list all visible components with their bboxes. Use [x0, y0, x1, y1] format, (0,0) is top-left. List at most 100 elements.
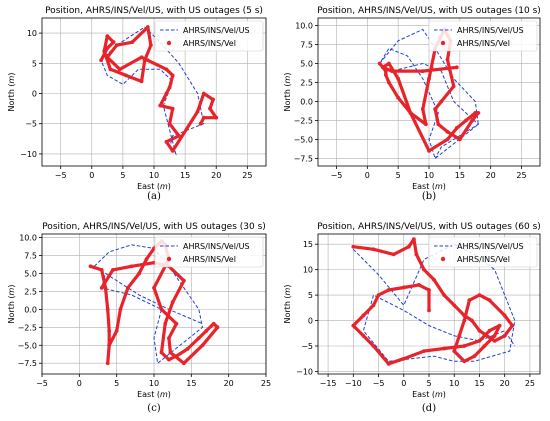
legend-label: AHRS/INS/Vel [183, 39, 236, 48]
series-point-vel [380, 65, 385, 70]
series-point-vel [130, 40, 135, 45]
chart-panel-2: −5 0 5 10 15 20 25 −7.5 −5.0 −2.5 0.0 2.5 5.0 7.5 10.0… [7, 222, 271, 414]
y-tick-label: 5 [32, 59, 37, 68]
series-group [351, 237, 516, 366]
panel-caption: (b) [422, 191, 436, 202]
series-point-vel [401, 285, 406, 290]
x-axis-unit: m [160, 182, 168, 191]
series-point-vel [502, 333, 507, 338]
panel-caption: (a) [147, 191, 161, 202]
legend: AHRS/INS/Vel/US AHRS/INS/Vel [428, 236, 538, 268]
x-tick-label: 20 [211, 171, 221, 180]
chart-title: Position, AHRS/INS/Vel/US, with US outag… [317, 6, 541, 16]
series-point-vel [439, 99, 444, 104]
series-point-vel [442, 293, 447, 297]
series-point-vel [148, 43, 153, 48]
chart-title: Position, AHRS/INS/Vel/US, with US outag… [42, 222, 266, 232]
series-point-vel [445, 57, 450, 62]
x-tick-label: 5 [396, 171, 401, 180]
x-axis-label: East (m) [137, 390, 171, 399]
series-point-vel [185, 346, 190, 351]
series-point-vel [124, 73, 128, 78]
x-tick-label: 5 [114, 379, 119, 388]
series-point-vel [454, 65, 459, 70]
y-tick-label: −5.0 [18, 341, 37, 350]
x-tick-label: 20 [224, 379, 234, 388]
series-point-vel [200, 343, 205, 348]
series-point-vel [390, 69, 394, 74]
series-track-vel [88, 239, 220, 365]
legend-box [154, 236, 264, 268]
x-axis-unit-close: ) [168, 182, 171, 191]
series-point-vel [99, 267, 104, 272]
legend-swatch-dot [166, 40, 172, 46]
legend-box [428, 236, 538, 268]
legend-label: AHRS/INS/Vel/US [457, 26, 524, 35]
series-point-vel [396, 95, 401, 100]
series-point-vel [424, 122, 428, 127]
series-point-vel [387, 80, 391, 85]
y-tick-label: −2.5 [294, 116, 313, 125]
y-tick-label: 0.0 [300, 97, 313, 106]
legend-label: AHRS/INS/Vel [183, 255, 236, 264]
series-point-vel [436, 122, 441, 127]
series-point-vel [462, 313, 467, 318]
x-tick-label: 10 [424, 171, 434, 180]
y-tick-label: 10 [303, 266, 313, 275]
series-point-vel [152, 285, 156, 290]
series-point-vel [174, 354, 179, 358]
y-axis-label-name: North [7, 89, 16, 111]
series-point-vel [473, 110, 478, 115]
series-point-vel [196, 336, 201, 341]
x-tick-label: 25 [516, 171, 526, 180]
series-point-vel [181, 361, 186, 366]
series-point-vel [445, 137, 450, 142]
y-axis-unit-open: ( [283, 295, 292, 301]
x-axis-label-name: East [137, 182, 154, 191]
series-point-vel [107, 343, 112, 348]
x-tick-label: 10 [149, 171, 159, 180]
x-tick-label: −10 [345, 379, 362, 388]
x-tick-label: −15 [320, 379, 337, 388]
series-point-vel [198, 121, 203, 126]
series-point-vel [351, 244, 356, 249]
x-tick-label: 20 [500, 379, 510, 388]
series-point-vel [139, 55, 144, 60]
series-point-vel [497, 323, 502, 328]
x-axis-label-name: East [412, 390, 429, 399]
x-axis-unit-open: ( [154, 390, 160, 399]
series-point-vel [351, 323, 356, 328]
y-axis-label-name: North [7, 301, 16, 323]
series-point-vel [451, 84, 456, 89]
x-axis-unit: m [160, 390, 168, 399]
x-tick-label: 10 [149, 379, 159, 388]
series-point-vel [464, 118, 468, 123]
y-axis-unit: m [7, 75, 16, 83]
series-point-vel [361, 313, 366, 318]
series-point-vel [195, 109, 200, 114]
series-point-vel [105, 34, 110, 39]
legend: AHRS/INS/Vel/US AHRS/INS/Vel [154, 20, 264, 52]
series-point-vel [114, 43, 119, 48]
y-axis-label: North (m) [7, 285, 16, 324]
y-axis-label: North (m) [283, 285, 292, 324]
series-point-vel [470, 118, 475, 123]
x-tick-label: 25 [242, 171, 252, 180]
series-point-vel [176, 133, 181, 138]
series-point-vel [472, 354, 477, 359]
series-point-vel [99, 285, 104, 290]
series-point-vel [467, 298, 472, 303]
x-tick-label: 15 [474, 379, 484, 388]
series-point-vel [457, 137, 462, 142]
series-point-vel [386, 361, 391, 366]
series-point-vel [105, 55, 110, 60]
series-point-vel [457, 333, 462, 338]
x-tick-label: 0 [401, 379, 406, 388]
series-point-vel [111, 40, 116, 45]
x-axis-label: East (m) [412, 182, 446, 191]
series-point-vel [142, 58, 147, 63]
series-point-vel [411, 237, 416, 241]
series-point-vel [118, 307, 123, 312]
x-tick-label: 20 [486, 171, 496, 180]
